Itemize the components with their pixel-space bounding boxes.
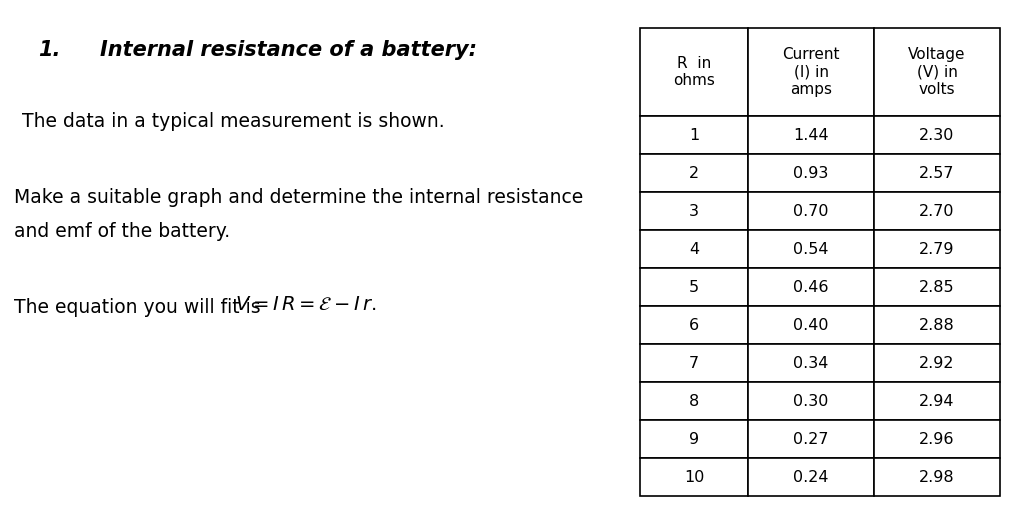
Bar	[874, 192, 1000, 230]
Text: 2.88: 2.88	[920, 317, 954, 332]
Bar	[748, 192, 874, 230]
Bar	[640, 458, 748, 496]
Text: 2.57: 2.57	[920, 165, 954, 180]
Bar	[874, 154, 1000, 192]
Text: 1.44: 1.44	[794, 128, 828, 143]
Text: 0.27: 0.27	[794, 432, 828, 447]
Text: 2.85: 2.85	[920, 280, 954, 295]
Text: 2.98: 2.98	[920, 469, 954, 484]
Bar	[748, 28, 874, 116]
Text: 2.96: 2.96	[920, 432, 954, 447]
Bar	[748, 268, 874, 306]
Text: 2.94: 2.94	[920, 393, 954, 408]
Text: Make a suitable graph and determine the internal resistance: Make a suitable graph and determine the …	[14, 188, 584, 207]
Bar	[874, 28, 1000, 116]
Text: 2: 2	[689, 165, 699, 180]
Text: 1: 1	[689, 128, 699, 143]
Bar	[640, 192, 748, 230]
Bar	[874, 344, 1000, 382]
Text: 0.70: 0.70	[794, 204, 828, 219]
Bar	[640, 116, 748, 154]
Bar	[748, 382, 874, 420]
Text: 0.54: 0.54	[794, 241, 828, 256]
Text: 1.: 1.	[38, 40, 60, 60]
Bar	[874, 458, 1000, 496]
Text: 0.40: 0.40	[794, 317, 828, 332]
Bar	[748, 344, 874, 382]
Text: 0.46: 0.46	[794, 280, 828, 295]
Text: 2.92: 2.92	[920, 356, 954, 371]
Bar	[874, 420, 1000, 458]
Bar	[640, 382, 748, 420]
Text: Voltage
(V) in
volts: Voltage (V) in volts	[908, 47, 966, 97]
Text: 0.24: 0.24	[794, 469, 828, 484]
Bar	[748, 420, 874, 458]
Bar	[640, 230, 748, 268]
Text: 0.34: 0.34	[794, 356, 828, 371]
Bar	[874, 382, 1000, 420]
Text: R  in
ohms: R in ohms	[673, 56, 715, 88]
Bar	[874, 116, 1000, 154]
Text: 9: 9	[689, 432, 699, 447]
Text: $V = I\,R = \mathcal{E}-I\,r.$: $V = I\,R = \mathcal{E}-I\,r.$	[234, 295, 377, 314]
Text: 7: 7	[689, 356, 699, 371]
Text: Internal resistance of a battery:: Internal resistance of a battery:	[100, 40, 477, 60]
Text: 6: 6	[689, 317, 699, 332]
Text: 5: 5	[689, 280, 699, 295]
Bar	[874, 230, 1000, 268]
Text: 8: 8	[689, 393, 699, 408]
Bar	[748, 154, 874, 192]
Bar	[748, 230, 874, 268]
Text: Current
(I) in
amps: Current (I) in amps	[782, 47, 840, 97]
Text: 0.93: 0.93	[794, 165, 828, 180]
Text: The data in a typical measurement is shown.: The data in a typical measurement is sho…	[22, 112, 444, 131]
Text: 2.79: 2.79	[920, 241, 954, 256]
Bar	[748, 458, 874, 496]
Text: 2.30: 2.30	[920, 128, 954, 143]
Bar	[640, 154, 748, 192]
Bar	[640, 344, 748, 382]
Bar	[748, 116, 874, 154]
Text: 2.70: 2.70	[920, 204, 954, 219]
Text: The equation you will fit is: The equation you will fit is	[14, 298, 279, 317]
Text: 0.30: 0.30	[794, 393, 828, 408]
Text: 3: 3	[689, 204, 699, 219]
Bar	[748, 306, 874, 344]
Bar	[640, 306, 748, 344]
Text: and emf of the battery.: and emf of the battery.	[14, 222, 230, 241]
Bar	[640, 420, 748, 458]
Bar	[874, 306, 1000, 344]
Text: 4: 4	[689, 241, 699, 256]
Text: 10: 10	[684, 469, 705, 484]
Bar	[640, 268, 748, 306]
Bar	[640, 28, 748, 116]
Bar	[874, 268, 1000, 306]
